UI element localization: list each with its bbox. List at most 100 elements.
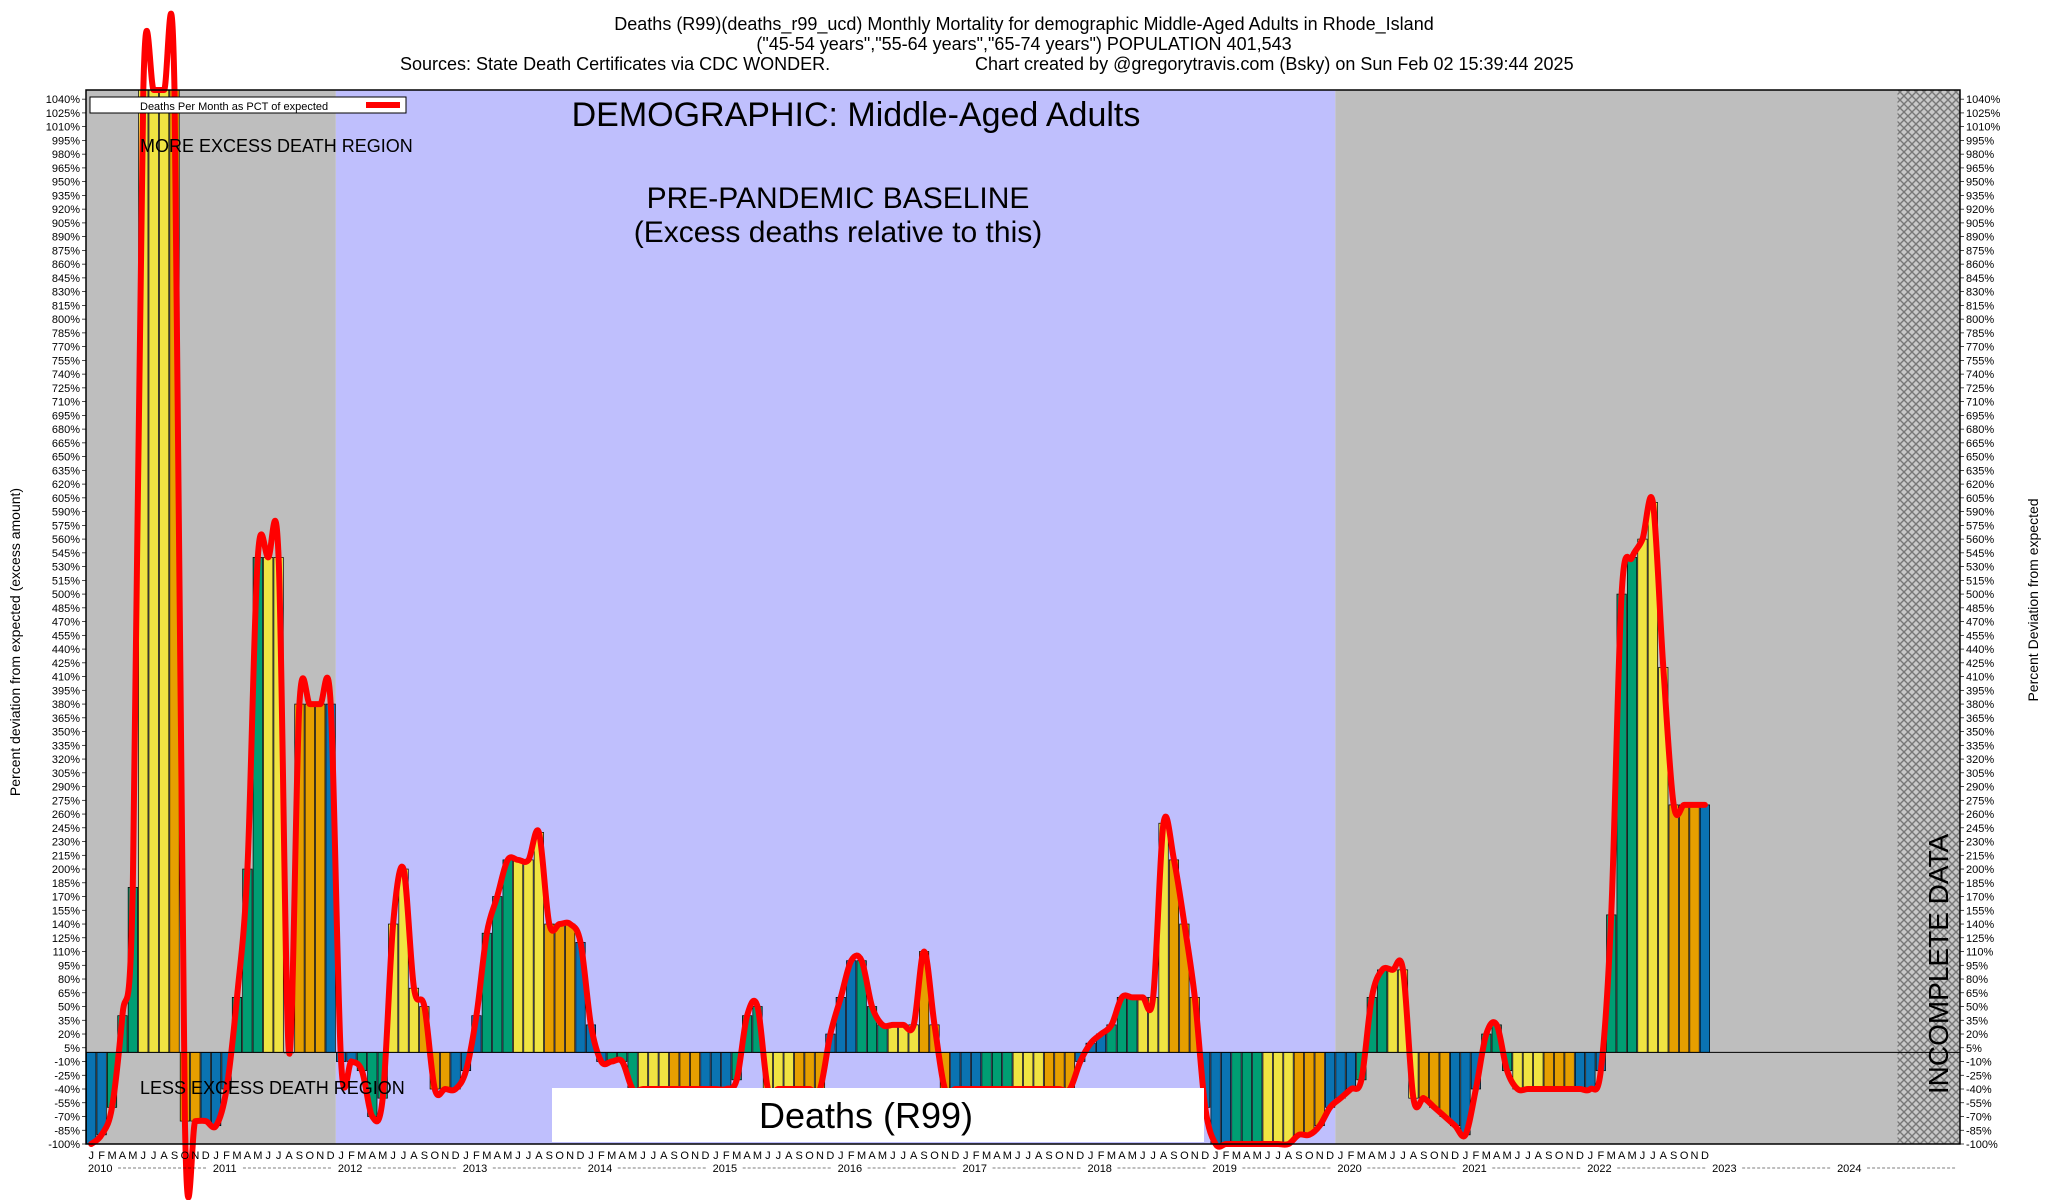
x-tick-month: A <box>119 1150 127 1162</box>
y-tick-label-left: 260% <box>52 809 80 821</box>
legend: Deaths Per Month as PCT of expected <box>89 96 407 114</box>
bar <box>1418 1051 1429 1099</box>
y-tick-label-right: 50% <box>1966 1002 1988 1014</box>
y-tick-label-left: 1040% <box>46 94 80 106</box>
x-tick-month: J <box>1150 1150 1156 1162</box>
bar <box>1564 1051 1575 1090</box>
x-tick-year: 2019 <box>1212 1163 1236 1175</box>
bar <box>1293 1051 1304 1136</box>
x-tick-month: D <box>1326 1150 1334 1162</box>
bar <box>960 1051 971 1090</box>
x-tick-month: S <box>1170 1150 1177 1162</box>
x-tick-month: J <box>1265 1150 1271 1162</box>
x-tick-month: O <box>181 1150 190 1162</box>
y-tick-label-right: 650% <box>1966 452 1994 464</box>
x-tick-month: J <box>838 1150 844 1162</box>
y-tick-label-left: 920% <box>52 204 80 216</box>
y-tick-label-left: 770% <box>52 342 80 354</box>
y-tick-label-left: 80% <box>58 974 80 986</box>
bar <box>1554 1051 1565 1090</box>
y-tick-label-right: 350% <box>1966 727 1994 739</box>
x-tick-month: D <box>452 1150 460 1162</box>
x-tick-month: J <box>265 1150 271 1162</box>
x-tick-month: F <box>1223 1150 1230 1162</box>
x-tick-month: J <box>1463 1150 1469 1162</box>
x-tick-month: M <box>857 1150 866 1162</box>
x-tick-month: J <box>1213 1150 1219 1162</box>
x-tick-month: A <box>619 1150 627 1162</box>
y-tick-label-right: 515% <box>1966 575 1994 587</box>
y-tick-label-left: 935% <box>52 190 80 202</box>
y-tick-label-left: -85% <box>54 1125 80 1137</box>
y-tick-label-right: 785% <box>1966 328 1994 340</box>
y-tick-label-right: 455% <box>1966 630 1994 642</box>
x-tick-month: M <box>628 1150 637 1162</box>
y-tick-label-right: 230% <box>1966 837 1994 849</box>
x-tick-month: D <box>1076 1150 1084 1162</box>
y-tick-label-right: 890% <box>1966 232 1994 244</box>
y-tick-label-right: 485% <box>1966 603 1994 615</box>
y-tick-label-left: 530% <box>52 562 80 574</box>
chart-subtitle: ("45-54 years","55-64 years","65-74 year… <box>756 34 1291 54</box>
x-tick-month: F <box>973 1150 980 1162</box>
x-tick-month: J <box>1400 1150 1406 1162</box>
bar <box>773 1051 784 1090</box>
y-tick-label-left: 635% <box>52 465 80 477</box>
x-tick-month: J <box>651 1150 657 1162</box>
x-tick-month: O <box>1055 1150 1064 1162</box>
x-tick-month: A <box>535 1150 543 1162</box>
x-tick-month: J <box>963 1150 969 1162</box>
y-tick-label-left: 455% <box>52 630 80 642</box>
x-tick-month: N <box>816 1150 824 1162</box>
y-tick-label-left: 545% <box>52 548 80 560</box>
y-tick-label-right: 245% <box>1966 823 1994 835</box>
y-tick-label-left: 410% <box>52 672 80 684</box>
x-tick-month: M <box>1232 1150 1241 1162</box>
bar <box>1429 1051 1440 1108</box>
y-tick-label-left: 305% <box>52 768 80 780</box>
x-tick-month: D <box>1701 1150 1709 1162</box>
y-tick-label-left: 200% <box>52 864 80 876</box>
y-tick-label-right: 290% <box>1966 782 1994 794</box>
x-tick-month: S <box>920 1150 927 1162</box>
y-tick-label-right: 620% <box>1966 479 1994 491</box>
x-tick-year: 2013 <box>463 1163 487 1175</box>
y-tick-label-right: 1040% <box>1966 94 2000 106</box>
bar <box>1023 1051 1034 1090</box>
x-tick-month: S <box>296 1150 303 1162</box>
x-tick-month: A <box>1660 1150 1668 1162</box>
y-tick-label-right: 905% <box>1966 218 1994 230</box>
bar <box>1387 969 1398 1053</box>
y-tick-label-left: 665% <box>52 438 80 450</box>
y-tick-label-left: 905% <box>52 218 80 230</box>
bar <box>1002 1051 1013 1090</box>
x-tick-year: 2016 <box>838 1163 862 1175</box>
bar <box>86 1051 97 1145</box>
y-tick-label-right: 710% <box>1966 397 1994 409</box>
bar <box>887 1024 898 1053</box>
x-tick-month: A <box>910 1150 918 1162</box>
y-tick-label-right: 80% <box>1966 974 1988 986</box>
x-tick-month: J <box>463 1150 469 1162</box>
y-tick-label-right: 140% <box>1966 919 1994 931</box>
x-tick-month: F <box>223 1150 230 1162</box>
y-tick-label-right: -100% <box>1966 1139 1998 1151</box>
x-tick-month: J <box>1025 1150 1031 1162</box>
x-tick-month: A <box>1618 1150 1626 1162</box>
y-tick-label-left: -55% <box>54 1098 80 1110</box>
y-tick-label-left: 125% <box>52 933 80 945</box>
x-tick-month: M <box>1107 1150 1116 1162</box>
x-tick-month: A <box>743 1150 751 1162</box>
y-tick-label-right: 980% <box>1966 149 1994 161</box>
x-tick-month: J <box>276 1150 282 1162</box>
y-tick-label-right: -85% <box>1966 1125 1992 1137</box>
x-tick-month: A <box>785 1150 793 1162</box>
x-tick-month: M <box>482 1150 491 1162</box>
bar <box>513 859 524 1053</box>
y-tick-label-right: 530% <box>1966 562 1994 574</box>
x-tick-month: M <box>107 1150 116 1162</box>
y-axis-left-ticks: -100% -85%-70% -55% -40% -25%-10% 5% 20% 35%50%… <box>46 94 86 1151</box>
x-tick-month: F <box>848 1150 855 1162</box>
y-tick-label-left: 5% <box>64 1043 80 1055</box>
